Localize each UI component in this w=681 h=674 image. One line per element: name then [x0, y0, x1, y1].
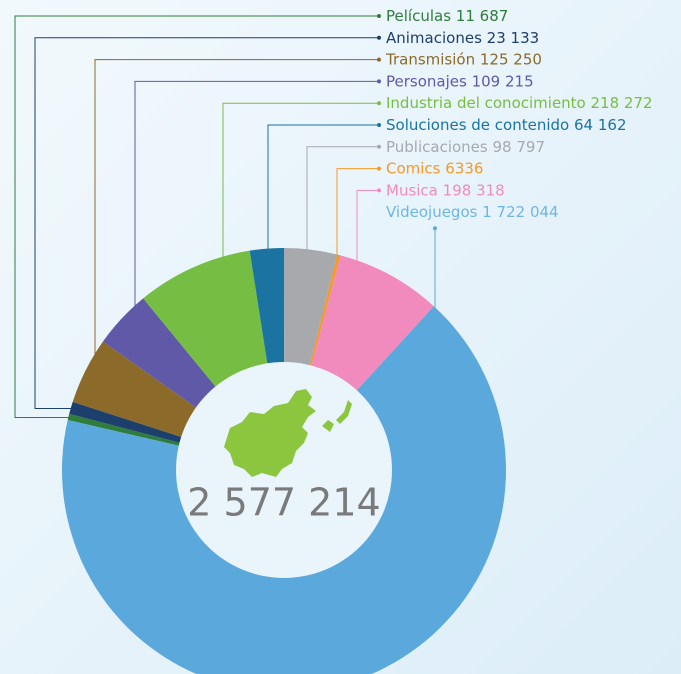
- legend-value: 1 722 044: [482, 203, 558, 221]
- slice: [67, 413, 188, 448]
- leader-line: [306, 146, 378, 252]
- legend-name: Soluciones de contenido: [386, 116, 569, 134]
- donut-hole: [176, 362, 392, 578]
- legend-entry: Musica 198 318: [386, 181, 505, 199]
- leader-lines: [14, 14, 437, 418]
- legend-name: Industria del conocimiento: [386, 94, 586, 112]
- leader-line: [356, 189, 378, 263]
- leader-dot: [377, 188, 381, 193]
- legend-name: Comics: [386, 159, 441, 177]
- leader-dot: [377, 57, 381, 62]
- legend-entry: Videojuegos 1 722 044: [386, 203, 559, 221]
- slice: [309, 255, 434, 397]
- legend-value: 6336: [445, 159, 483, 177]
- slice: [102, 298, 221, 413]
- legend-entry: Animaciones 23 133: [386, 28, 539, 46]
- legend-name: Películas: [386, 7, 451, 25]
- leader-line: [14, 15, 378, 418]
- map-icon: [224, 389, 352, 477]
- legend-entry: Publicaciones 98 797: [386, 137, 545, 155]
- legend-value: 125 250: [480, 50, 542, 68]
- leader-line: [34, 37, 378, 409]
- leader-dot: [377, 123, 381, 127]
- legend-entry: Películas 11 687: [386, 7, 508, 25]
- leader-line: [336, 168, 378, 257]
- legend-entry: Soluciones de contenido 64 162: [386, 116, 627, 134]
- slice: [307, 254, 341, 374]
- legend-value: 64 162: [574, 116, 627, 134]
- legend: Películas 11 687 Animaciones 23 133 Transm…: [385, 7, 653, 221]
- legend-name: Publicaciones: [386, 137, 488, 155]
- legend-name: Transmisión: [385, 50, 475, 68]
- legend-entry: Industria del conocimiento 218 272: [386, 94, 653, 112]
- legend-value: 23 133: [487, 28, 540, 46]
- leader-dot: [377, 35, 381, 40]
- legend-value: 11 687: [456, 7, 509, 25]
- leader-line: [267, 124, 378, 251]
- legend-value: 109 215: [472, 72, 534, 90]
- slice: [143, 250, 269, 393]
- legend-name: Animaciones: [386, 28, 482, 46]
- total-label: 2 577 214: [187, 481, 380, 525]
- slice: [249, 247, 285, 372]
- leader-line: [222, 102, 378, 259]
- leader-dot: [377, 144, 381, 149]
- donut: [62, 247, 506, 674]
- legend-name: Musica: [386, 181, 438, 199]
- leader-dot: [377, 79, 381, 84]
- leader-dot: [377, 166, 381, 171]
- legend-entry: Comics 6336: [386, 159, 483, 177]
- legend-value: 198 318: [443, 181, 505, 199]
- legend-name: Personajes: [386, 72, 467, 90]
- leader-line: [94, 59, 378, 356]
- slice: [62, 306, 506, 674]
- leader-line: [134, 80, 378, 308]
- slice: [72, 341, 203, 440]
- leader-dot: [377, 101, 381, 106]
- legend-entry: Transmisión 125 250: [385, 50, 542, 68]
- slice: [69, 401, 189, 445]
- legend-value: 218 272: [591, 94, 653, 112]
- slice: [284, 248, 338, 373]
- legend-value: 98 797: [493, 137, 546, 155]
- legend-entry: Personajes 109 215: [386, 72, 534, 90]
- leader-dot: [377, 14, 381, 18]
- legend-name: Videojuegos: [386, 203, 478, 221]
